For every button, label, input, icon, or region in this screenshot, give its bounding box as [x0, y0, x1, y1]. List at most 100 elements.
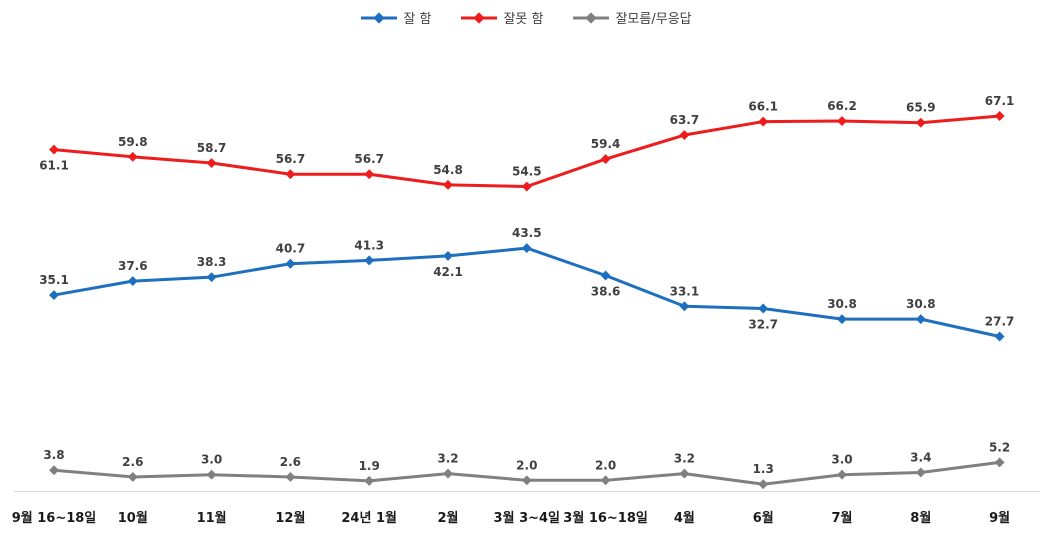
data-label: 5.2 [989, 440, 1010, 454]
legend-swatch-unknown [573, 11, 610, 24]
x-tick-label: 3월 3~4일 [494, 510, 560, 526]
data-label: 33.1 [670, 284, 700, 298]
data-point [758, 303, 769, 314]
data-label: 2.0 [516, 458, 537, 472]
data-label: 67.1 [985, 94, 1015, 108]
data-point [285, 169, 296, 180]
data-point [443, 468, 453, 479]
data-point [521, 475, 532, 486]
x-tick-label: 11월 [197, 510, 227, 526]
x-tick-label: 4월 [674, 510, 695, 526]
data-label: 63.7 [670, 113, 700, 127]
legend-label-good: 잘 함 [403, 12, 432, 27]
data-point [127, 472, 138, 482]
data-point [49, 144, 59, 155]
data-label: 1.9 [359, 459, 380, 473]
x-tick-label: 2월 [437, 510, 458, 526]
data-label: 54.8 [433, 163, 463, 177]
x-tick-label: 12월 [275, 510, 305, 526]
data-point [364, 255, 375, 266]
data-point [364, 475, 375, 486]
x-tick-label: 9월 [989, 510, 1010, 526]
legend-label-unknown: 잘모름/무응답 [615, 12, 692, 27]
data-point [127, 276, 138, 287]
data-label: 30.8 [906, 297, 936, 311]
data-point [521, 181, 532, 192]
data-label: 27.7 [985, 314, 1015, 328]
legend: 잘 함 잘못 함 잘모름/무응답 [0, 8, 1053, 27]
data-label: 56.7 [354, 152, 384, 166]
data-label: 61.1 [39, 159, 69, 173]
legend-swatch-good [361, 11, 398, 24]
data-label: 3.4 [910, 450, 931, 464]
x-tick-label: 7월 [831, 510, 852, 526]
data-point [206, 469, 217, 480]
data-point [521, 243, 532, 254]
legend-label-bad: 잘못 함 [503, 12, 544, 27]
data-point [206, 272, 217, 283]
data-point [364, 169, 375, 180]
data-point [600, 475, 611, 486]
x-tick-label: 24년 1월 [341, 510, 397, 526]
data-label: 30.8 [827, 297, 857, 311]
series-unknown: 3.8 2.6 3.0 2.6 1.9 3.2 2.0 2.0 3.2 1.3 3.0 3.4 5.2 [43, 440, 1010, 490]
x-tick-label: 10월 [118, 510, 148, 526]
x-tick-label: 8월 [910, 510, 931, 526]
data-label: 37.6 [118, 259, 148, 273]
data-point [443, 179, 453, 190]
data-label: 35.1 [39, 273, 69, 287]
data-point [679, 468, 690, 479]
data-label: 38.3 [197, 255, 227, 269]
series-bad: 61.1 59.8 58.7 56.7 56.7 54.8 54.5 59.4 63.7 66.1… [39, 94, 1015, 192]
x-tick-label: 9월 16~18일 [12, 510, 97, 526]
data-label: 32.7 [748, 318, 778, 332]
data-label: 42.1 [433, 265, 463, 279]
data-point [679, 130, 690, 140]
data-point [837, 116, 847, 126]
legend-item-good: 잘 함 [361, 8, 431, 27]
data-point [994, 457, 1005, 468]
data-label: 66.2 [827, 99, 857, 113]
data-point [443, 250, 453, 261]
data-label: 41.3 [354, 238, 384, 252]
x-tick-label: 6월 [753, 510, 774, 526]
data-label: 58.7 [197, 141, 227, 155]
data-point [600, 154, 611, 165]
series-good: 35.1 37.6 38.3 40.7 41.3 42.1 43.5 38.6 33.1 32.7… [39, 226, 1015, 342]
data-label: 66.1 [748, 100, 778, 114]
legend-item-bad: 잘못 함 [461, 8, 543, 27]
data-point [915, 117, 926, 128]
data-point [49, 290, 59, 301]
data-point [837, 314, 847, 325]
data-point [600, 270, 611, 281]
data-point [285, 472, 296, 482]
data-label: 3.2 [674, 452, 695, 466]
data-label: 65.9 [906, 101, 936, 115]
data-point [758, 116, 769, 127]
data-point [49, 465, 59, 476]
data-label: 56.7 [276, 152, 306, 166]
legend-swatch-bad [461, 11, 498, 24]
data-label: 38.6 [591, 284, 621, 298]
data-point [915, 314, 926, 325]
data-label: 2.0 [595, 458, 616, 472]
data-point [679, 301, 690, 312]
data-point [837, 469, 847, 480]
data-point [285, 258, 296, 269]
data-label: 43.5 [512, 226, 542, 240]
data-point [127, 151, 138, 162]
data-label: 2.6 [122, 455, 143, 469]
data-label: 40.7 [276, 242, 306, 256]
data-point [994, 111, 1005, 121]
data-label: 59.4 [591, 137, 621, 151]
data-label: 3.2 [437, 452, 458, 466]
data-label: 59.8 [118, 135, 148, 149]
data-point [915, 467, 926, 478]
data-point [758, 479, 769, 490]
data-label: 3.0 [831, 453, 852, 467]
data-point [206, 158, 217, 168]
x-axis-ticks: 9월 16~18일 10월 11월 12월 24년 1월 2월 3월 3~4일 3월 16~1… [12, 510, 1010, 526]
legend-item-unknown: 잘모름/무응답 [573, 8, 692, 27]
data-label: 3.0 [201, 453, 222, 467]
